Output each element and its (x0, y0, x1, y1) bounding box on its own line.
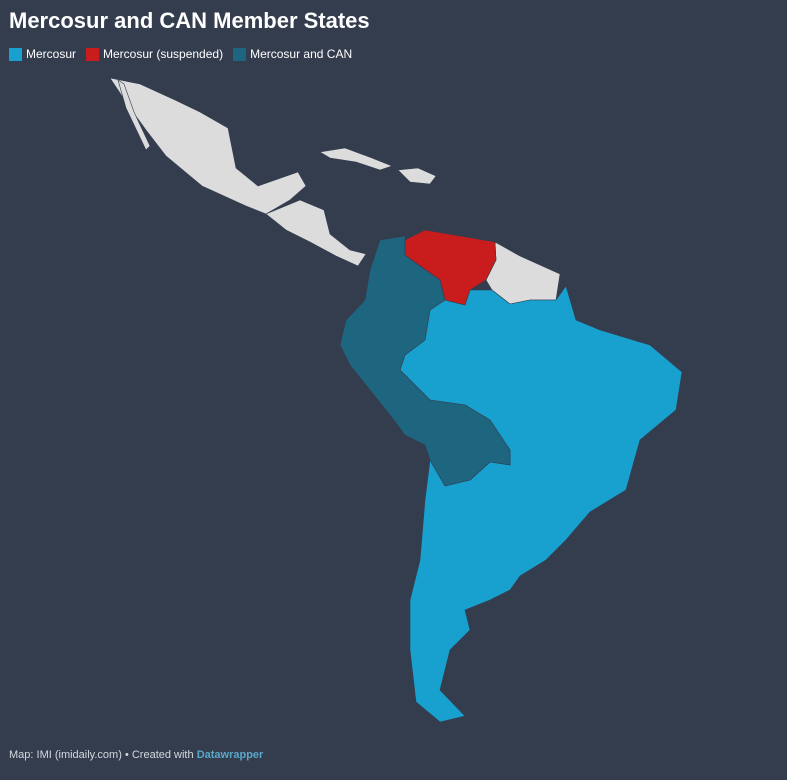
baja-california (117, 79, 151, 151)
legend-label: Mercosur (26, 47, 77, 61)
brand: Datawrapper (196, 749, 264, 761)
legend-item: Mercosur and CAN (233, 47, 352, 61)
central-america (265, 199, 367, 267)
cuba (319, 147, 393, 171)
legend-item: Mercosur (9, 47, 76, 61)
title: Mercosur and CAN Member States (9, 8, 370, 33)
legend-swatch (9, 47, 22, 61)
region-mercosur-can (339, 235, 511, 487)
footer: Map: IMI (imidaily.com) • Created with D… (9, 749, 263, 761)
legend-label: Mercosur (suspended) (103, 47, 224, 61)
legend-swatch (86, 47, 100, 61)
region-mercosur (399, 285, 683, 723)
mexico (109, 77, 307, 215)
hispaniola (397, 167, 437, 185)
legend-label: Mercosur and CAN (250, 47, 353, 61)
created-with: Created with (131, 749, 194, 761)
legend: Mercosur Mercosur (suspended) Mercosur and… (9, 47, 352, 61)
separator: • (124, 749, 129, 761)
source: Map: IMI (imidaily.com) (9, 749, 122, 761)
legend-swatch (233, 47, 247, 61)
legend-item: Mercosur (suspended) (86, 47, 223, 61)
non-member-land (109, 77, 561, 305)
